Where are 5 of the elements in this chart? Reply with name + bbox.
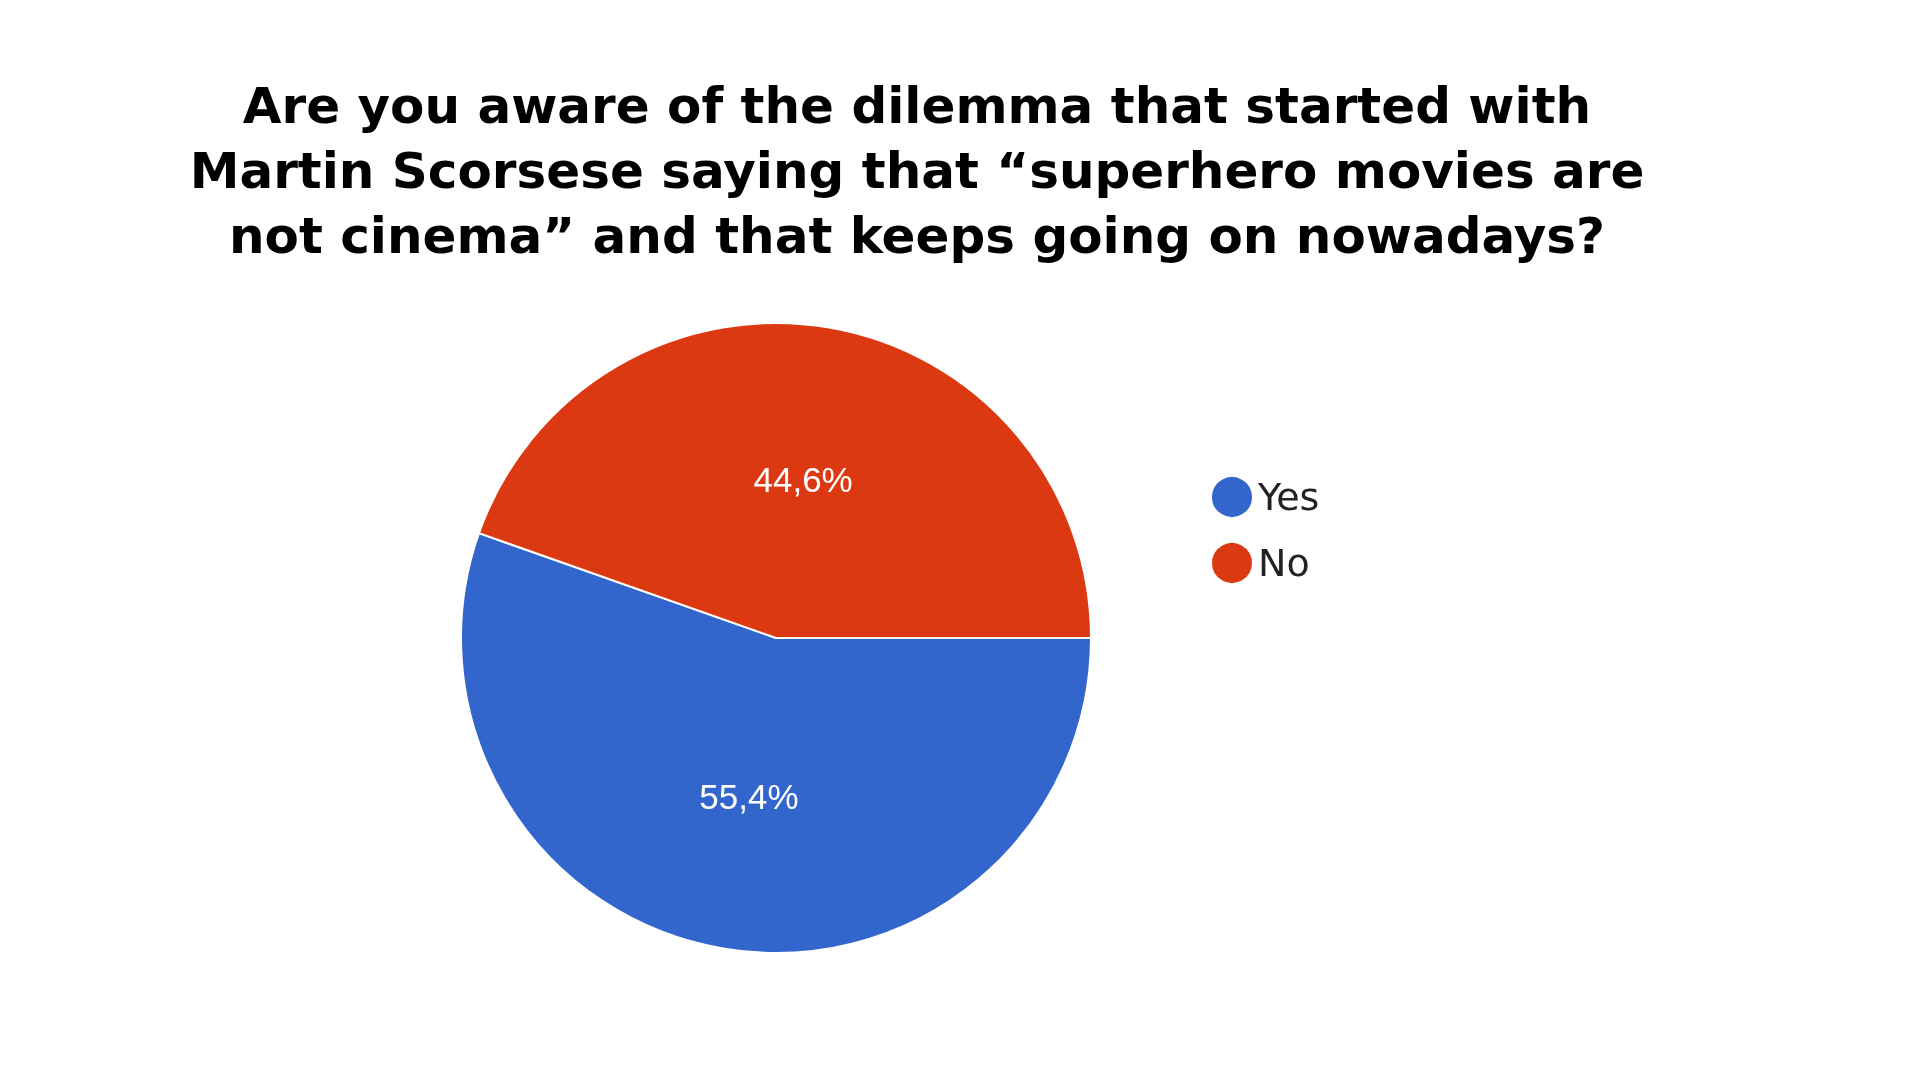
legend-label: No (1258, 541, 1310, 585)
data-label: 44,6% (753, 460, 853, 500)
chart-title: Are you aware of the dilemma that started with Martin Scorsese saying that “superhero movies are not cinema” and that keeps going on nowadays? (189, 76, 1645, 265)
data-label: 55,4% (699, 776, 799, 816)
legend-label: Yes (1257, 475, 1320, 519)
